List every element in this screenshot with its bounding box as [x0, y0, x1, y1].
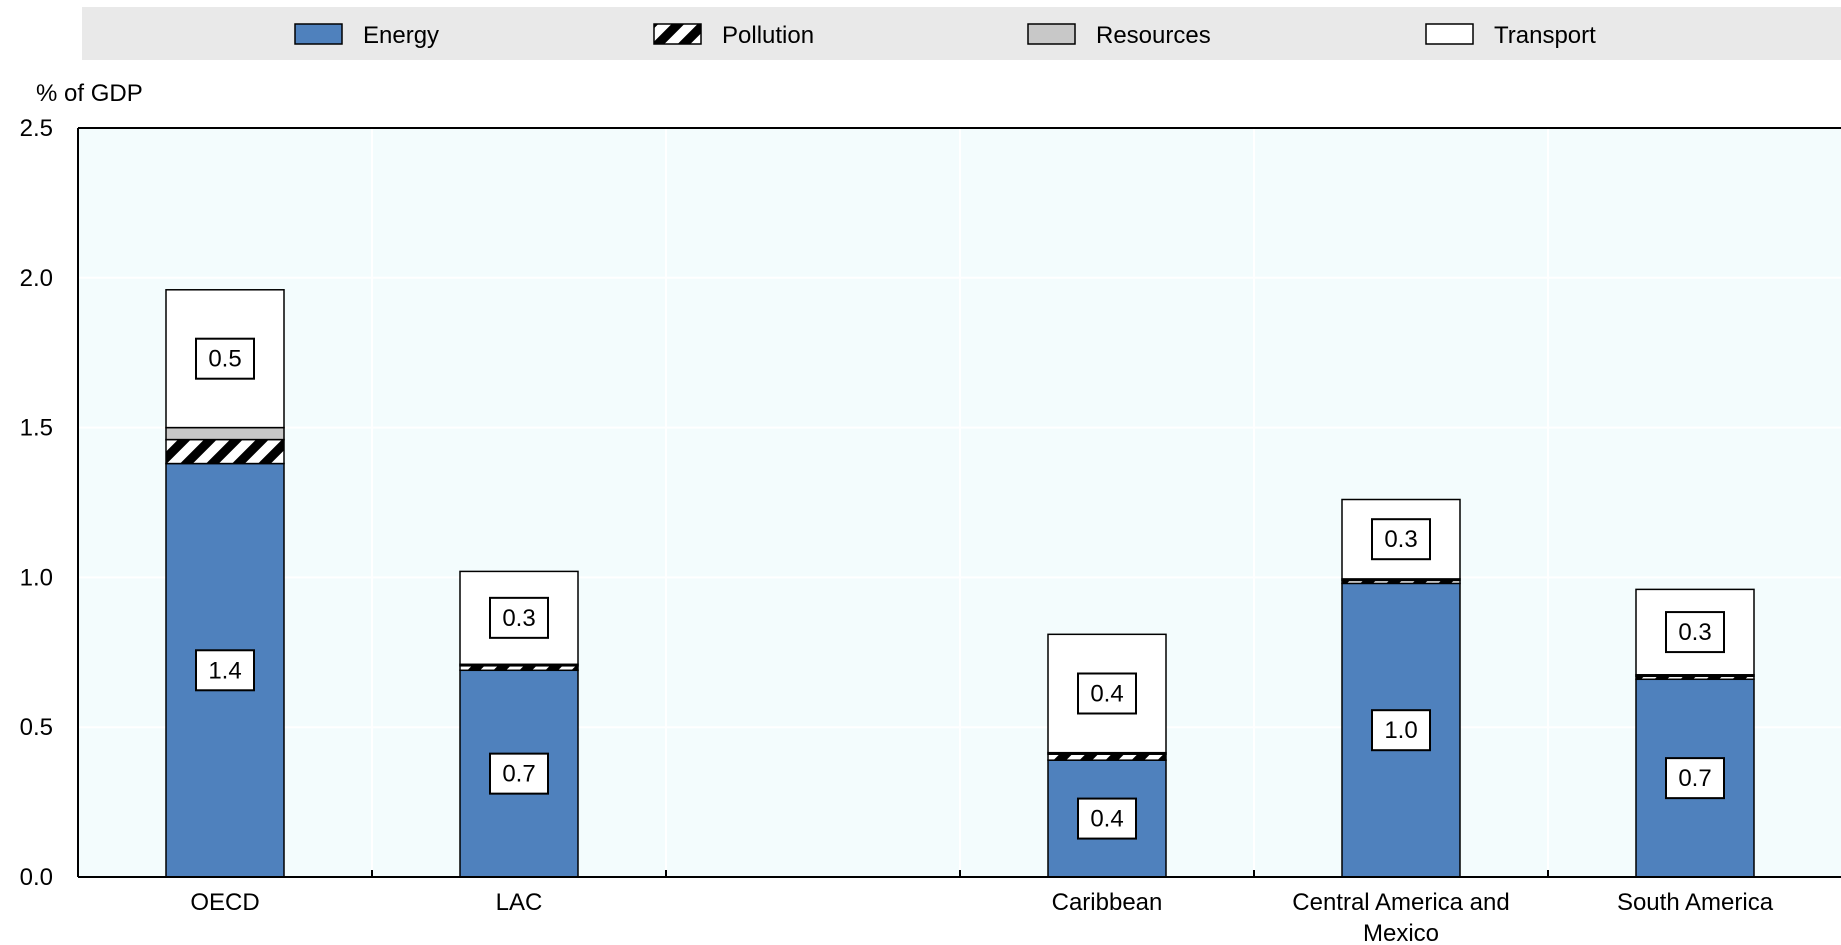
data-label-text: 0.5: [208, 346, 241, 373]
data-label-box: [195, 649, 255, 692]
data-label: 1.4: [195, 649, 255, 692]
x-category-label: Central America and: [1292, 889, 1509, 916]
bar-segment-transport: [1341, 498, 1461, 580]
x-axis-ticks: [371, 870, 1549, 877]
legend-label-resources: Resources: [1096, 22, 1211, 49]
data-label: 1.0: [1371, 709, 1431, 752]
data-label: 0.7: [489, 752, 549, 795]
y-tick-label: 0.5: [20, 714, 53, 741]
data-label-text: 0.7: [1678, 765, 1711, 792]
legend-swatch-pollution: [653, 23, 702, 45]
data-label: 0.3: [1371, 518, 1431, 561]
y-tick-label: 2.5: [20, 115, 53, 142]
legend-label-energy: Energy: [363, 22, 439, 49]
data-label: 0.4: [1077, 672, 1137, 715]
y-tick-label: 0.0: [20, 864, 53, 891]
legend-background: [82, 7, 1841, 60]
x-category-label: OECD: [190, 889, 259, 916]
data-label-box: [489, 596, 549, 639]
data-label-box: [1371, 709, 1431, 752]
bars: [165, 289, 1755, 878]
y-tick-label: 1.0: [20, 564, 53, 591]
gridlines: [78, 128, 1841, 877]
x-category-label: LAC: [496, 889, 543, 916]
data-label: 0.4: [1077, 797, 1137, 840]
data-label-text: 1.4: [208, 657, 241, 684]
legend: Energy Pollution Resources Transport: [82, 7, 1841, 60]
data-label-text: 1.0: [1384, 717, 1417, 744]
x-category-label: Caribbean: [1052, 889, 1163, 916]
data-label: 0.5: [195, 337, 255, 380]
y-axis-tick-labels: 0.0 0.5 1.0 1.5 2.0 2.5: [20, 115, 53, 891]
data-label: 0.7: [1665, 757, 1725, 800]
legend-swatch-transport: [1425, 23, 1474, 45]
x-category-label: Mexico: [1363, 920, 1439, 945]
data-labels: 1.4 0.5 0.7 0.3 0.4 0.4 1.0 0.3 0.7 0.3: [195, 337, 1725, 840]
legend-label-transport: Transport: [1494, 22, 1596, 49]
bar-segment-pollution: [165, 438, 285, 465]
plot-area: 1.4 0.5 0.7 0.3 0.4 0.4 1.0 0.3 0.7 0.3 0.0 0.5 1.0…: [20, 115, 1841, 945]
data-label-text: 0.4: [1090, 806, 1123, 833]
data-label-text: 0.4: [1090, 680, 1123, 707]
y-tick-label: 1.5: [20, 415, 53, 442]
data-label-text: 0.7: [502, 761, 535, 788]
legend-swatch-resources: [1027, 23, 1076, 45]
legend-swatch-energy: [294, 23, 343, 45]
data-label-box: [1665, 757, 1725, 800]
data-label-text: 0.3: [1678, 619, 1711, 646]
y-tick-label: 2.0: [20, 265, 53, 292]
data-label: 0.3: [489, 596, 549, 639]
data-label-box: [195, 337, 255, 380]
data-label-text: 0.3: [502, 605, 535, 632]
data-label-box: [1371, 518, 1431, 561]
data-label: 0.3: [1665, 611, 1725, 654]
data-label-box: [489, 752, 549, 795]
bar-segment-pollution: [1047, 753, 1167, 761]
y-axis-unit-label: % of GDP: [36, 80, 143, 107]
x-category-label: South America: [1617, 889, 1774, 916]
bar-segment-resources: [165, 426, 285, 441]
legend-label-pollution: Pollution: [722, 22, 814, 49]
data-label-box: [1077, 672, 1137, 715]
x-axis-category-labels: OECD LAC Caribbean Central America and Mexic…: [190, 889, 1773, 945]
data-label-text: 0.3: [1384, 526, 1417, 553]
data-label-box: [1077, 797, 1137, 840]
data-label-box: [1665, 611, 1725, 654]
legend-items: Energy Pollution Resources Transport: [294, 22, 1596, 49]
